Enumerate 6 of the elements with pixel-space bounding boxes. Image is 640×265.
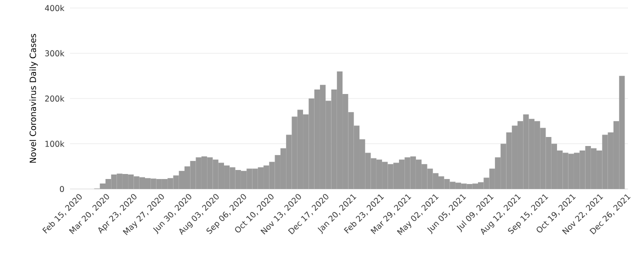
y-tick-label: 400k bbox=[44, 4, 64, 12]
y-tick-label: 0 bbox=[60, 186, 64, 192]
y-tick-label: 200k bbox=[45, 95, 64, 102]
y-tick-label: 100k bbox=[45, 140, 64, 147]
y-tick-label: 300k bbox=[45, 50, 64, 56]
y-axis-title: Novel Coronavirus Daily Cases bbox=[29, 34, 38, 163]
